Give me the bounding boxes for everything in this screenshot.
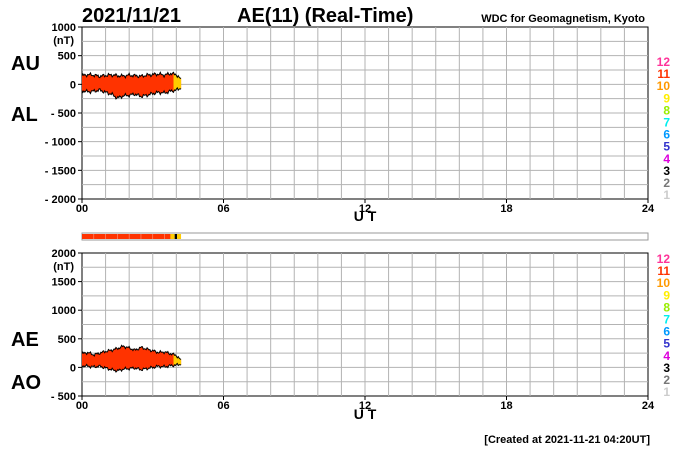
y-tick-label: - 1000 <box>45 137 76 149</box>
legend-item: 8 <box>663 103 670 117</box>
legend-item: 12 <box>657 252 671 266</box>
x-tick-label: 12 <box>359 400 371 412</box>
legend-item: 11 <box>657 67 670 81</box>
x-tick-label: 18 <box>500 400 512 412</box>
lower-series-label: AL <box>11 104 38 126</box>
AE-AO-upper-line <box>81 344 182 360</box>
y-tick-label: 0 <box>70 362 76 374</box>
legend-item: 4 <box>663 152 670 166</box>
legend-item: 10 <box>657 79 671 93</box>
x-axis-label: U T <box>354 208 377 224</box>
grid-lines <box>82 253 648 396</box>
station-bar-segment <box>177 234 182 239</box>
figure-title: AE(11) (Real-Time) <box>237 5 413 27</box>
legend-item: 6 <box>663 325 670 339</box>
y-tick-label: 500 <box>58 334 76 346</box>
station-count-bar <box>81 232 649 241</box>
legend-item: 2 <box>663 176 670 190</box>
legend-item: 3 <box>663 361 670 375</box>
source-label: WDC for Geomagnetism, Kyoto <box>481 13 645 25</box>
AU-AL-recent-fill <box>173 72 182 93</box>
AE-AO-lower-line <box>81 362 182 373</box>
station-bar-segment <box>82 234 171 239</box>
y-tick-labels: 2000 1500 1000 500 0 - 500 <box>51 248 82 403</box>
x-axis-label: U T <box>354 406 377 422</box>
legend-item: 1 <box>663 188 670 202</box>
y-tick-label: 2000 <box>52 248 76 260</box>
y-tick-label: 1500 <box>52 277 76 289</box>
legend-item: 1 <box>663 385 670 399</box>
legend-item: 2 <box>663 373 670 387</box>
x-tick-label: 24 <box>642 400 655 412</box>
y-tick-label: - 500 <box>51 391 76 403</box>
x-tick-label: 06 <box>217 203 229 215</box>
y-tick-label: 0 <box>70 79 76 91</box>
legend-item: 8 <box>663 300 670 314</box>
AE-AO-recent-fill <box>173 353 182 367</box>
x-tick-label: 12 <box>359 203 371 215</box>
x-tick-labels: 00 06 12 18 24 <box>76 199 655 215</box>
x-tick-labels: 00 06 12 18 24 <box>76 396 655 412</box>
series-area <box>81 344 182 373</box>
y-tick-label: - 1500 <box>45 165 76 177</box>
y-unit-label: (nT) <box>53 261 74 273</box>
station-bar-segment <box>170 234 175 239</box>
ae-ao-panel: 2000 1500 1000 500 0 - 500 00 06 12 18 24 (nT) AE… <box>11 248 655 422</box>
station-bar-segment <box>174 234 178 239</box>
created-timestamp: [Created at 2021-11-21 04:20UT] <box>484 434 650 446</box>
legend-item: 9 <box>663 288 670 302</box>
legend-item: 7 <box>663 313 670 327</box>
date-label: 2021/11/21 <box>82 5 181 27</box>
AU-AL-upper-line <box>81 71 182 79</box>
legend-item: 9 <box>663 91 670 105</box>
legend-item: 12 <box>657 55 671 69</box>
x-tick-label: 24 <box>642 203 655 215</box>
legend-item: 4 <box>663 349 670 363</box>
legend-item: 6 <box>663 128 670 142</box>
legend-item: 7 <box>663 116 670 130</box>
legend-item: 5 <box>663 337 670 351</box>
y-tick-labels: 1000 500 0 - 500 - 1000 - 1500 - 2000 <box>45 22 82 206</box>
AU-AL-fill <box>82 72 182 99</box>
x-tick-label: 18 <box>500 203 512 215</box>
y-tick-label: 500 <box>58 51 76 63</box>
x-tick-label: 00 <box>76 400 88 412</box>
x-tick-label: 06 <box>217 400 229 412</box>
y-tick-label: - 500 <box>51 108 76 120</box>
AU-AL-lower-line <box>81 86 182 100</box>
y-tick-label: 1000 <box>52 22 76 34</box>
upper-series-label: AE <box>11 329 39 351</box>
y-tick-label: - 2000 <box>45 194 76 206</box>
series-area <box>81 71 182 100</box>
au-al-panel: 1000 500 0 - 500 - 1000 - 1500 - 2000 00 06 12 18… <box>11 22 655 224</box>
legend-item: 5 <box>663 140 670 154</box>
legend-item: 11 <box>657 264 670 278</box>
x-tick-label: 00 <box>76 203 88 215</box>
y-unit-label: (nT) <box>53 35 74 47</box>
legend-item: 10 <box>657 276 671 290</box>
lower-series-label: AO <box>11 372 41 394</box>
upper-series-label: AU <box>11 53 40 75</box>
grid-lines <box>82 27 648 199</box>
y-tick-label: 1000 <box>52 305 76 317</box>
legend-item: 3 <box>663 164 670 178</box>
